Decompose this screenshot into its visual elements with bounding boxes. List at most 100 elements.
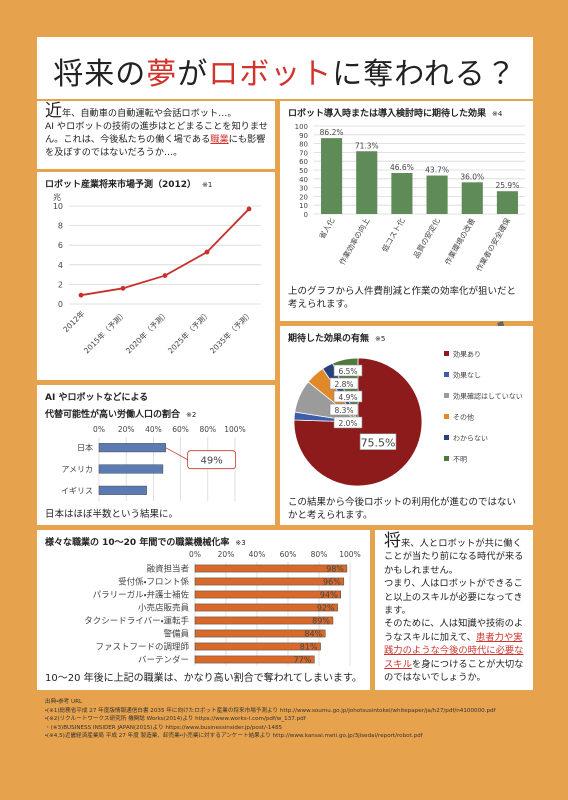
x-tick-label: 省人化 xyxy=(316,216,336,241)
chart-note: ※4 xyxy=(492,110,503,118)
source-item: ・(※2)リクルートワークス研究所 機関誌 Works(2014)より http… xyxy=(45,716,306,722)
x-tick-label: 60% xyxy=(172,425,189,434)
chart-subtitle: 代替可能性が高い労働人口の割合 ※2 xyxy=(45,407,196,420)
source-item: ・(※1)総務省平成 27 年度版情報通信白書 2035 年に向けたロボット産業… xyxy=(45,707,496,714)
intro-initial: 近 xyxy=(45,101,62,121)
intro-text: AI やロボットの技術の進歩はとどまることを知りません。これは、今後私たちの働く… xyxy=(45,121,268,145)
title-part: ロボット xyxy=(208,57,333,92)
caption: 上のグラフから人件費削減と作業の効率化が狙いだと考えられます。 xyxy=(288,286,517,310)
chart-title-text: ロボット産業将来市場予測（2012） xyxy=(45,180,197,190)
chart-subtitle-text: 代替可能性が高い労働人口の割合 xyxy=(45,410,181,420)
caption: 10～20 年後に上記の職業は、かなり高い割合で奪われてしまいます。 xyxy=(45,673,362,684)
chart-title: 期待した効果の有無 ※5 xyxy=(288,331,385,344)
point xyxy=(162,273,168,278)
label-box xyxy=(359,433,397,450)
conclusion: 将来、人とロボットが共に働くことが当たり前になる時代が来るかもしれません。 つまり… xyxy=(384,533,527,684)
sources: 出典・参考 URL ・(※1)総務省平成 27 年度版情報通信白書 2035 年… xyxy=(45,698,525,741)
intro-highlight: 職業 xyxy=(210,134,229,145)
label-box xyxy=(333,416,363,429)
title-part: が xyxy=(177,57,209,92)
x-tick-label: 20% xyxy=(118,425,135,434)
x-tick-label: 80% xyxy=(311,550,328,559)
y-tick-label: 100 xyxy=(295,123,308,131)
caption: 日本はほぼ半数という結果に。 xyxy=(45,509,179,520)
bar xyxy=(461,182,483,214)
value-label: 92% xyxy=(317,604,335,613)
bar xyxy=(391,172,413,214)
bar xyxy=(426,175,448,214)
y-tick-label: 8 xyxy=(58,222,63,231)
bar-panel: ロボット導入時または導入検討時に期待した効果 ※4 0 10 20 30 40 50 60 70… xyxy=(280,101,533,321)
line-chart: 兆 0 2 4 6 8 10 2012年2015年（予測）2020年（予測）2025年（予測）… xyxy=(53,192,261,355)
conclusion-text: つまり、人はロボットができること以上のスキルが必要になってきます。 xyxy=(384,578,523,617)
value-label: 81% xyxy=(300,643,318,652)
legend-label: 効果確認はしていない xyxy=(453,392,523,401)
conclusion-highlight: 患者力や実践力のような今後の時代に必要なスキル xyxy=(384,631,524,670)
label-box xyxy=(329,377,359,390)
y-tick-label: 60 xyxy=(299,158,308,166)
legend-swatch xyxy=(444,372,449,377)
annotation: 49% xyxy=(201,456,223,467)
y-tick-label: 受付係・フロント係 xyxy=(118,577,189,588)
y-tick-label: 日本 xyxy=(77,443,93,453)
x-tick-label: 2012年 xyxy=(61,308,87,334)
conclusion-text: 来、人とロボットが共に働くことが当たり前になる時代が来るかもしれません。 xyxy=(384,538,524,576)
pie-chart: 75.5% 6.5% 2.8% 4.9% 8.3% 2.0% 効果あり効果なし効果確認はして… xyxy=(293,350,523,487)
hbar-chart: 0% 20% 40% 60% 80% 100% 融資担当者 98% 受付係・フロント係 96% パラ… xyxy=(84,550,361,666)
bar xyxy=(98,485,147,495)
x-tick-label: 80% xyxy=(199,425,216,434)
value-label: 75.5% xyxy=(361,437,396,450)
title: 将来の夢がロボットに奪われる？ xyxy=(37,49,533,93)
legend-swatch xyxy=(444,351,449,356)
y-tick-label: 30 xyxy=(299,185,308,193)
title-part: に奪われる？ xyxy=(332,57,517,92)
value-label: 6.5% xyxy=(338,367,357,376)
point xyxy=(78,292,84,298)
annotation-leader xyxy=(165,447,188,461)
bar xyxy=(321,138,343,214)
x-tick-label: 低コスト化 xyxy=(379,216,407,254)
value-label: 84% xyxy=(304,630,322,639)
value-label: 96% xyxy=(323,578,341,587)
y-tick-label: バーテンダー xyxy=(138,655,189,666)
value-label: 2.0% xyxy=(338,419,357,428)
label-box xyxy=(329,403,359,416)
x-tick-label: 2015年（予測） xyxy=(81,308,128,355)
chart-note: ※2 xyxy=(186,411,197,419)
value-label: 25.9% xyxy=(496,181,520,190)
y-tick-label: 20 xyxy=(299,193,308,201)
y-tick-label: 90 xyxy=(299,132,308,140)
bar xyxy=(98,464,164,474)
x-tick-label: 作業者の安全確保 xyxy=(473,216,512,273)
y-tick-label: 80 xyxy=(299,141,308,149)
legend-label: その他 xyxy=(453,413,474,422)
bar xyxy=(194,590,341,599)
legend-label: わからない xyxy=(453,435,488,443)
label-box xyxy=(333,390,363,403)
x-tick-label: 20% xyxy=(218,550,235,559)
intro: 近年、自動車の自動運転や会話ロボット…。 AI やロボットの技術の進歩はとどまるこ… xyxy=(45,103,269,159)
legend-label: 不明 xyxy=(453,456,467,464)
bar xyxy=(194,629,326,638)
bar xyxy=(194,642,321,651)
bar xyxy=(194,616,334,625)
y-tick-label: ファストフードの調理師 xyxy=(95,642,189,653)
legend-swatch xyxy=(444,456,449,461)
source-item: ・(※3)BUSINESS INSIDER JAPAN(2015)より http… xyxy=(45,724,283,731)
y-tick-label: 0 xyxy=(304,211,308,219)
y-tick-label: イギリス xyxy=(61,486,93,495)
bar xyxy=(194,655,315,664)
label-box xyxy=(333,364,363,377)
chart-title: ロボット産業将来市場予測（2012） ※1 xyxy=(45,177,212,190)
bar xyxy=(356,151,378,214)
chart-title: 様々な職業の 10～20 年間での職業機械化率 ※3 xyxy=(45,535,246,548)
x-tick-label: 2025年（予測） xyxy=(165,308,212,355)
pie-panel: 期待した効果の有無 ※5 75.5% 6.5% 2.8% 4.9% 8.3% 2.0% 効果あ… xyxy=(280,326,533,525)
y-tick-label: 10 xyxy=(299,202,308,210)
intro-text: にも影響を及ぼすのではないだろうか…。 xyxy=(45,134,266,158)
y-tick-label: 70 xyxy=(299,149,308,157)
bar xyxy=(194,577,345,586)
conclusion-box: 将来、人とロボットが共に働くことが当たり前になる時代が来るかもしれません。 つまり… xyxy=(375,530,533,690)
y-tick-label: 50 xyxy=(299,167,308,175)
